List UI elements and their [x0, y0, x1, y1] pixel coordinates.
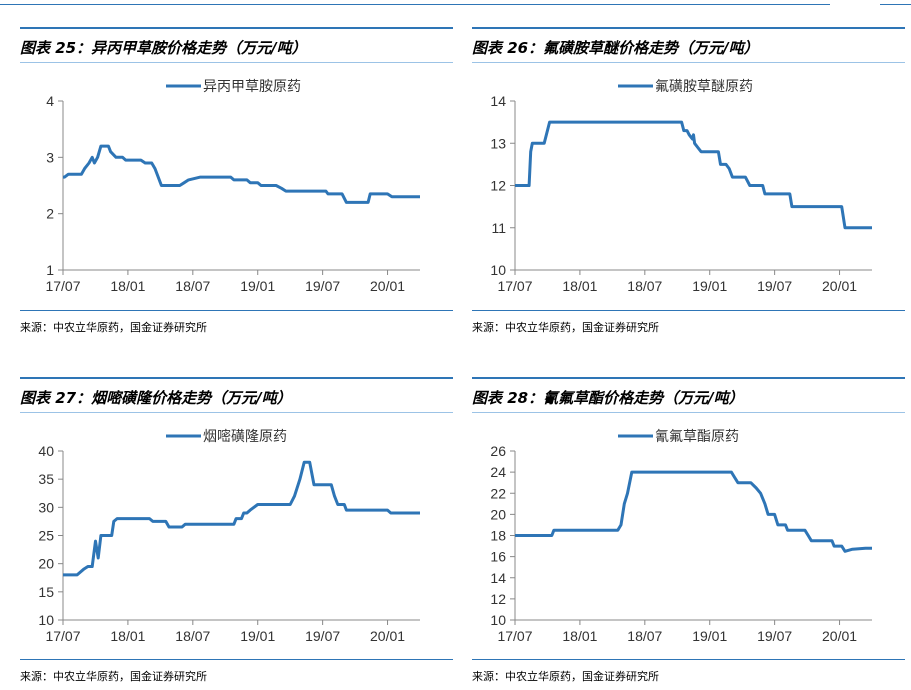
- x-tick-label: 20/01: [370, 278, 405, 294]
- line-chart: 异丙甲草胺原药 1 2 3 4 17/07 18/01 18/07 19/01 19/07 20/0…: [45, 78, 420, 294]
- chart-panel-27: 图表 27：烟嘧磺隆价格走势（万元/吨） 烟嘧磺隆原药 10 15 20 25 30 35 4…: [20, 350, 453, 690]
- panel-title: 图表 25：异丙甲草胺价格走势（万元/吨）: [20, 39, 307, 57]
- legend-label: 烟嘧磺隆原药: [203, 428, 287, 444]
- y-tick-label: 18: [490, 528, 506, 544]
- panel-top-rule: [472, 27, 905, 29]
- x-tick-label: 17/07: [497, 278, 532, 294]
- x-tick-label: 18/07: [175, 628, 210, 644]
- x-tick-label: 19/07: [305, 628, 340, 644]
- x-tick-label: 20/01: [822, 278, 857, 294]
- panel-bottom-rule: [20, 310, 453, 311]
- y-tick-label: 12: [490, 178, 506, 194]
- series-line: [63, 460, 420, 577]
- y-tick-label: 35: [38, 471, 54, 487]
- legend-label: 异丙甲草胺原药: [203, 78, 301, 94]
- chart-panel-25: 图表 25：异丙甲草胺价格走势（万元/吨） 异丙甲草胺原药 1 2 3 4 17/07 18…: [20, 0, 453, 340]
- series-line: [515, 120, 872, 230]
- panel-title: 图表 28：氰氟草酯价格走势（万元/吨）: [472, 389, 744, 407]
- y-tick-label: 22: [490, 485, 506, 501]
- x-tick-label: 17/07: [497, 628, 532, 644]
- y-tick-label: 14: [490, 93, 506, 109]
- chart-panel-26: 图表 26：氟磺胺草醚价格走势（万元/吨） 氟磺胺草醚原药 10 11 12 13 14 1…: [472, 0, 905, 340]
- y-tick-label: 10: [490, 262, 506, 278]
- y-tick-label: 40: [38, 443, 54, 459]
- y-tick-label: 25: [38, 528, 54, 544]
- panel-title-rule: [20, 62, 453, 63]
- panel-title-rule: [20, 412, 453, 413]
- legend-label: 氟磺胺草醚原药: [655, 78, 753, 94]
- y-tick-label: 13: [490, 135, 506, 151]
- panel-title-rule: [472, 62, 905, 63]
- panel-title: 图表 27：烟嘧磺隆价格走势（万元/吨）: [20, 389, 292, 407]
- x-tick-label: 18/01: [562, 628, 597, 644]
- y-tick-label: 14: [490, 570, 506, 586]
- x-tick-label: 17/07: [45, 278, 80, 294]
- panel-top-rule: [472, 377, 905, 379]
- y-tick-label: 15: [38, 584, 54, 600]
- y-tick-label: 2: [46, 206, 54, 222]
- chart-panel-28: 图表 28：氰氟草酯价格走势（万元/吨） 氰氟草酯原药 10 12 14 16 18 20 2…: [472, 350, 905, 690]
- y-tick-label: 4: [46, 93, 54, 109]
- y-tick-label: 10: [490, 612, 506, 628]
- y-tick-label: 16: [490, 549, 506, 565]
- y-tick-label: 12: [490, 591, 506, 607]
- y-tick-label: 1: [46, 262, 54, 278]
- x-tick-label: 19/01: [692, 278, 727, 294]
- y-tick-label: 24: [490, 464, 506, 480]
- y-tick-label: 20: [490, 506, 506, 522]
- line-chart: 氟磺胺草醚原药 10 11 12 13 14 17/07 18/01 18/07 19/01 19/…: [490, 78, 872, 294]
- x-tick-label: 20/01: [822, 628, 857, 644]
- x-tick-label: 19/01: [240, 278, 275, 294]
- panel-top-rule: [20, 27, 453, 29]
- y-tick-label: 30: [38, 499, 54, 515]
- y-tick-label: 11: [491, 220, 506, 236]
- panel-bottom-rule: [472, 659, 905, 660]
- line-chart: 氰氟草酯原药 10 12 14 16 18 20 22 24 26 17/07 18/01 18/07 1…: [490, 428, 872, 644]
- source-note: 来源：中农立华原药，国金证券研究所: [472, 670, 659, 683]
- y-tick-label: 26: [490, 443, 506, 459]
- x-tick-label: 19/07: [757, 628, 792, 644]
- y-tick-label: 20: [38, 556, 54, 572]
- panel-title: 图表 26：氟磺胺草醚价格走势（万元/吨）: [472, 39, 759, 57]
- top-fragment-line: [0, 4, 830, 5]
- x-tick-label: 18/07: [627, 628, 662, 644]
- top-fragment-line-right: [880, 4, 911, 5]
- panel-bottom-rule: [472, 310, 905, 311]
- x-tick-label: 19/01: [240, 628, 275, 644]
- y-tick-label: 10: [38, 612, 54, 628]
- x-tick-label: 18/01: [562, 278, 597, 294]
- x-tick-label: 18/07: [175, 278, 210, 294]
- y-tick-label: 3: [46, 149, 54, 165]
- source-note: 来源：中农立华原药，国金证券研究所: [20, 670, 207, 683]
- panel-top-rule: [20, 377, 453, 379]
- x-tick-label: 17/07: [45, 628, 80, 644]
- x-tick-label: 18/01: [110, 628, 145, 644]
- x-tick-label: 19/07: [757, 278, 792, 294]
- source-note: 来源：中农立华原药，国金证券研究所: [472, 321, 659, 334]
- source-note: 来源：中农立华原药，国金证券研究所: [20, 321, 207, 334]
- series-line: [63, 144, 420, 204]
- panel-title-rule: [472, 412, 905, 413]
- x-tick-label: 18/07: [627, 278, 662, 294]
- x-tick-label: 18/01: [110, 278, 145, 294]
- panel-bottom-rule: [20, 659, 453, 660]
- x-tick-label: 19/01: [692, 628, 727, 644]
- x-tick-label: 19/07: [305, 278, 340, 294]
- legend-label: 氰氟草酯原药: [655, 428, 739, 444]
- series-line: [515, 470, 872, 553]
- x-tick-label: 20/01: [370, 628, 405, 644]
- line-chart: 烟嘧磺隆原药 10 15 20 25 30 35 40 17/07 18/01 18/07 19/01…: [38, 428, 420, 644]
